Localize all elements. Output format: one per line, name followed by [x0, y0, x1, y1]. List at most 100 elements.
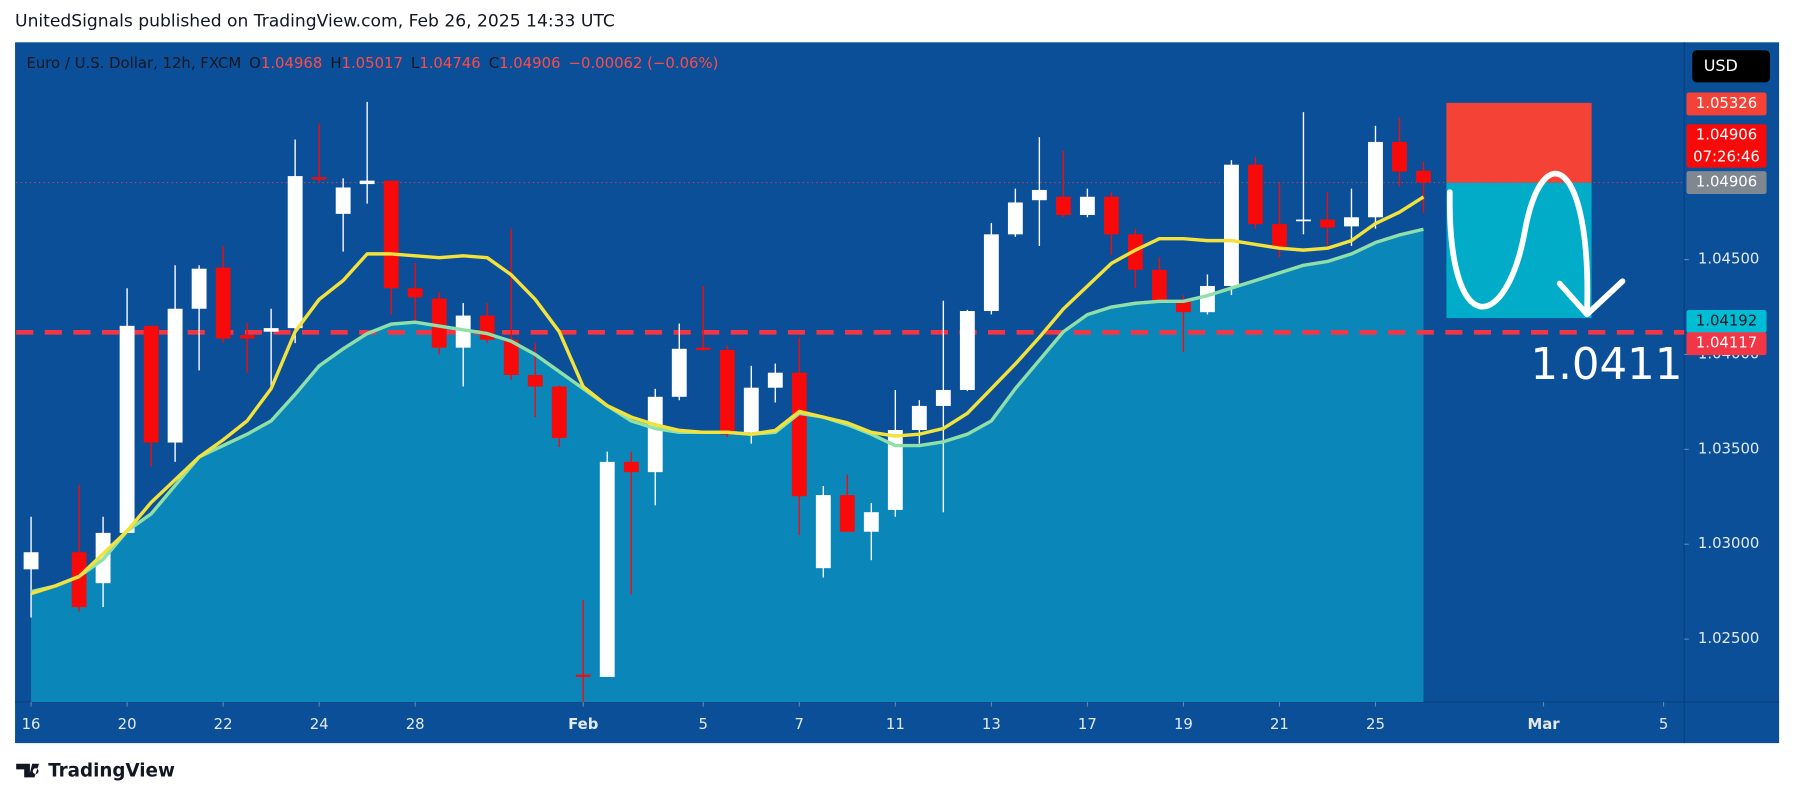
symbol-legend: Euro / U.S. Dollar, 12h, FXCM O1.04968 H1.… [26, 54, 718, 72]
candle-body [503, 339, 519, 375]
currency-box [1692, 50, 1770, 83]
forecast-arrowhead [1556, 278, 1626, 318]
candle-body [527, 374, 543, 387]
candle-body [359, 180, 375, 185]
x-tick-label: 19 [1174, 715, 1193, 733]
candle-body [1392, 141, 1407, 172]
ohlc-value: 1.04968 [261, 54, 322, 72]
x-tick-label: 25 [1366, 715, 1385, 733]
candle-body [1344, 217, 1359, 227]
candle-body [743, 387, 759, 433]
close-marker-label-box [1686, 171, 1767, 194]
candle-body [767, 372, 783, 388]
candle-body [575, 674, 591, 677]
candle-body [191, 268, 207, 309]
ohlc-key: L [411, 54, 420, 72]
x-tick-label: Feb [568, 715, 598, 733]
x-tick-label: 22 [214, 715, 233, 733]
candle-body [1007, 202, 1023, 235]
candle-body [1127, 234, 1143, 270]
candle-body [959, 311, 975, 390]
tradingview-logo [16, 763, 40, 778]
ohlc-value: 1.04746 [419, 54, 480, 72]
last-price-label: 1.04906 [1696, 126, 1757, 144]
candle-body [167, 308, 183, 443]
candle-body [311, 177, 327, 180]
candle-body [1368, 141, 1383, 218]
candle-body [791, 372, 807, 497]
candle-body [623, 461, 639, 473]
stop-zone [1446, 102, 1592, 183]
stop-label: 1.05326 [1696, 94, 1757, 112]
candle-body [143, 325, 159, 443]
last-price-label-box [1686, 124, 1767, 168]
symbol-name: Euro / U.S. Dollar, 12h, FXCM [26, 54, 241, 72]
target-label-box [1686, 310, 1767, 333]
ohlc-value: 1.05017 [342, 54, 403, 72]
x-tick-label: 21 [1270, 715, 1289, 733]
currency-label: USD [1704, 56, 1738, 75]
x-tick-label: 11 [886, 715, 905, 733]
candle-body [1416, 170, 1431, 183]
candle-body [1055, 196, 1071, 215]
candle-body [119, 325, 135, 533]
y-tick-label: 1.03000 [1698, 534, 1759, 552]
x-tick-label: Mar [1527, 715, 1560, 733]
level-label: 1.04117 [1696, 334, 1757, 352]
candle-body [551, 386, 567, 438]
ohlc-value: 1.04906 [499, 54, 560, 72]
candle-body [1224, 164, 1239, 286]
candle-body [1248, 164, 1263, 225]
indicator-line [30, 195, 1425, 596]
x-tick-label: 16 [22, 715, 41, 733]
candle-body [71, 552, 87, 608]
candle-body [1151, 269, 1167, 301]
indicator-area [31, 229, 1424, 702]
x-tick-label: 24 [310, 715, 329, 733]
candle-body [839, 495, 855, 532]
candle-body [263, 328, 279, 332]
x-tick-label: 7 [795, 715, 804, 733]
candle-body [983, 234, 999, 312]
y-tick-label: 1.04500 [1698, 250, 1759, 268]
candle-body [1199, 285, 1215, 313]
candle-body [431, 298, 447, 348]
candle-body [1103, 196, 1119, 235]
candle-body [1296, 219, 1311, 222]
candle-body [287, 176, 303, 329]
x-tick-label: 13 [982, 715, 1001, 733]
candle-body [383, 180, 399, 289]
candle-body [695, 347, 711, 350]
last-price-label: 07:26:46 [1693, 147, 1760, 165]
candle-body [1031, 189, 1047, 201]
candle-body [407, 288, 423, 298]
ohlc-key: O [249, 54, 261, 72]
price-change: −0.00062 (−0.06%) [569, 54, 719, 72]
level-annotation: 1.0411 [1530, 340, 1682, 390]
footer-brand: TradingView [48, 761, 175, 782]
candle-body [1320, 219, 1335, 228]
x-tick-label: 17 [1078, 715, 1097, 733]
candle-body [335, 187, 351, 214]
publish-header: UnitedSignals published on TradingView.c… [15, 12, 615, 32]
candle-body [647, 396, 663, 473]
y-tick-label: 1.02500 [1698, 629, 1759, 647]
candle-body [23, 552, 39, 570]
candle-body [215, 267, 231, 339]
candle-body [1272, 224, 1287, 249]
forecast-curve [1446, 170, 1591, 314]
candle-body [719, 349, 735, 435]
x-tick-label: 28 [406, 715, 425, 733]
level-label-box [1686, 332, 1767, 356]
candle-body [1079, 196, 1095, 215]
candle-body [1175, 300, 1191, 313]
x-tick-label: 5 [1659, 715, 1668, 733]
candle-body [911, 405, 927, 431]
stop-label-box [1686, 92, 1767, 116]
ohlc-key: H [330, 54, 341, 72]
y-tick-label: 1.03500 [1698, 439, 1759, 457]
candle-body [887, 430, 903, 510]
candle-body [815, 495, 831, 569]
